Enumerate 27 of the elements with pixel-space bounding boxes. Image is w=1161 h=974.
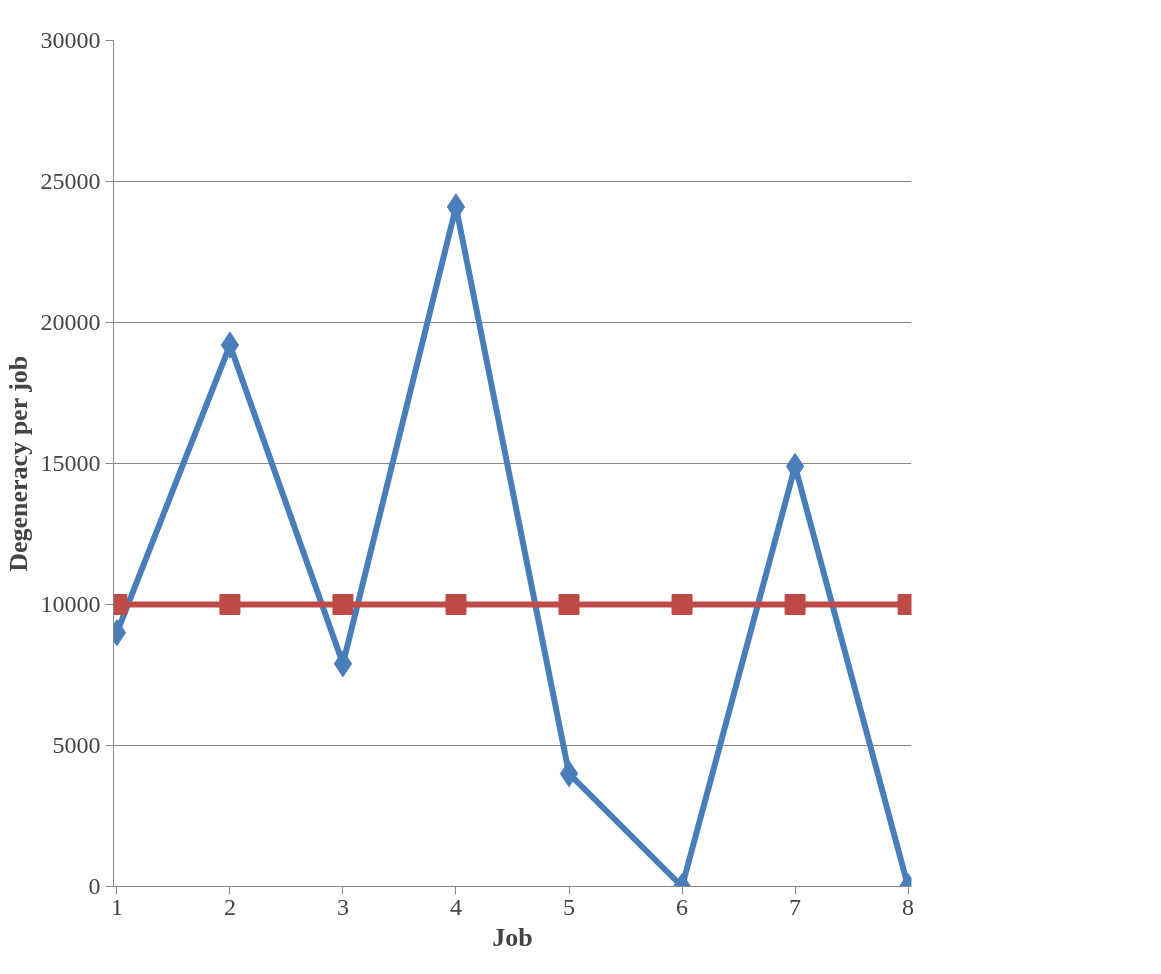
point [784,594,806,615]
x-tick-label: 7 [789,893,802,920]
point [220,331,240,359]
x-tick-label: 1 [110,893,123,920]
y-tick-label: 15000 [40,450,101,476]
point [559,760,579,788]
x-tick-label: 2 [223,893,236,920]
y-tick-label: 10000 [40,591,101,617]
y-tick-label: 0 [88,873,101,899]
point [785,452,805,480]
point [558,594,580,615]
y-tick-label: 25000 [40,168,101,194]
x-tick-label: 8 [902,893,915,920]
x-tick-label: 5 [563,893,576,920]
point [219,594,241,615]
point [333,650,353,678]
x-tick-label: 4 [449,893,462,920]
point [671,594,693,615]
y-axis-title: Degeneracy per job [3,355,33,572]
y-tick-label: 30000 [40,27,101,53]
point [332,594,354,615]
x-tick-label: 3 [336,893,349,920]
point [445,594,467,615]
x-axis-title: Job [492,922,533,952]
y-tick-label: 20000 [40,309,101,335]
x-tick-label: 6 [676,893,689,920]
y-tick-label: 5000 [52,732,101,758]
